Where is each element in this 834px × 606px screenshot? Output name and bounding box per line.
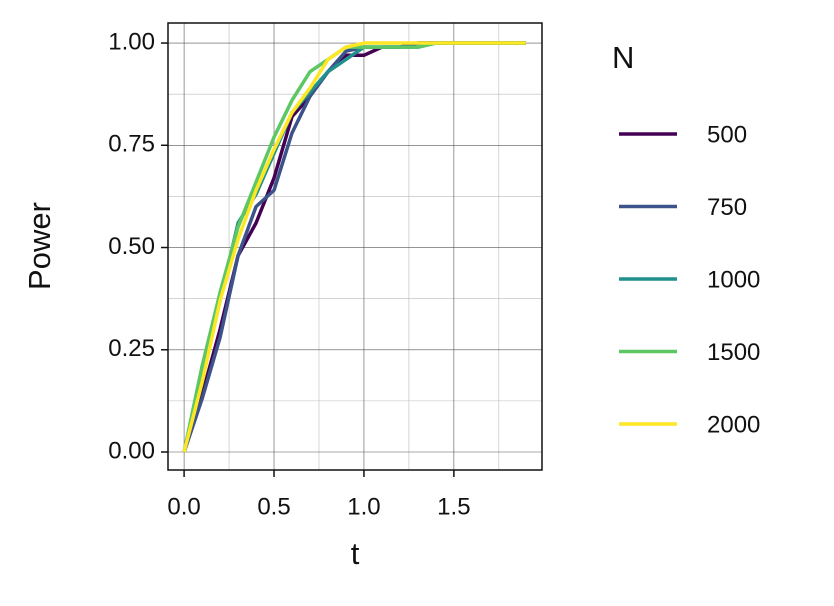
legend-title: N bbox=[612, 40, 634, 75]
y-tick-label: 1.00 bbox=[108, 28, 155, 55]
legend-label: 1000 bbox=[707, 266, 760, 293]
legend-label: 750 bbox=[707, 194, 747, 221]
x-tick-label: 1.5 bbox=[437, 493, 470, 520]
series-line bbox=[182, 41, 526, 453]
legend-label: 2000 bbox=[707, 411, 760, 438]
x-tick-label: 1.0 bbox=[347, 493, 380, 520]
y-axis-title: Power bbox=[22, 202, 57, 290]
y-tick-label: 0.50 bbox=[108, 233, 155, 260]
legend-label: 1500 bbox=[707, 339, 760, 366]
x-axis-title: t bbox=[351, 536, 360, 571]
y-tick-label: 0.75 bbox=[108, 131, 155, 158]
y-tick-label: 0.00 bbox=[108, 437, 155, 464]
x-tick-label: 0.0 bbox=[167, 493, 200, 520]
legend-label: 500 bbox=[707, 121, 747, 148]
plot-border bbox=[167, 22, 543, 471]
y-tick-label: 0.25 bbox=[108, 335, 155, 362]
x-tick-label: 0.5 bbox=[257, 493, 290, 520]
